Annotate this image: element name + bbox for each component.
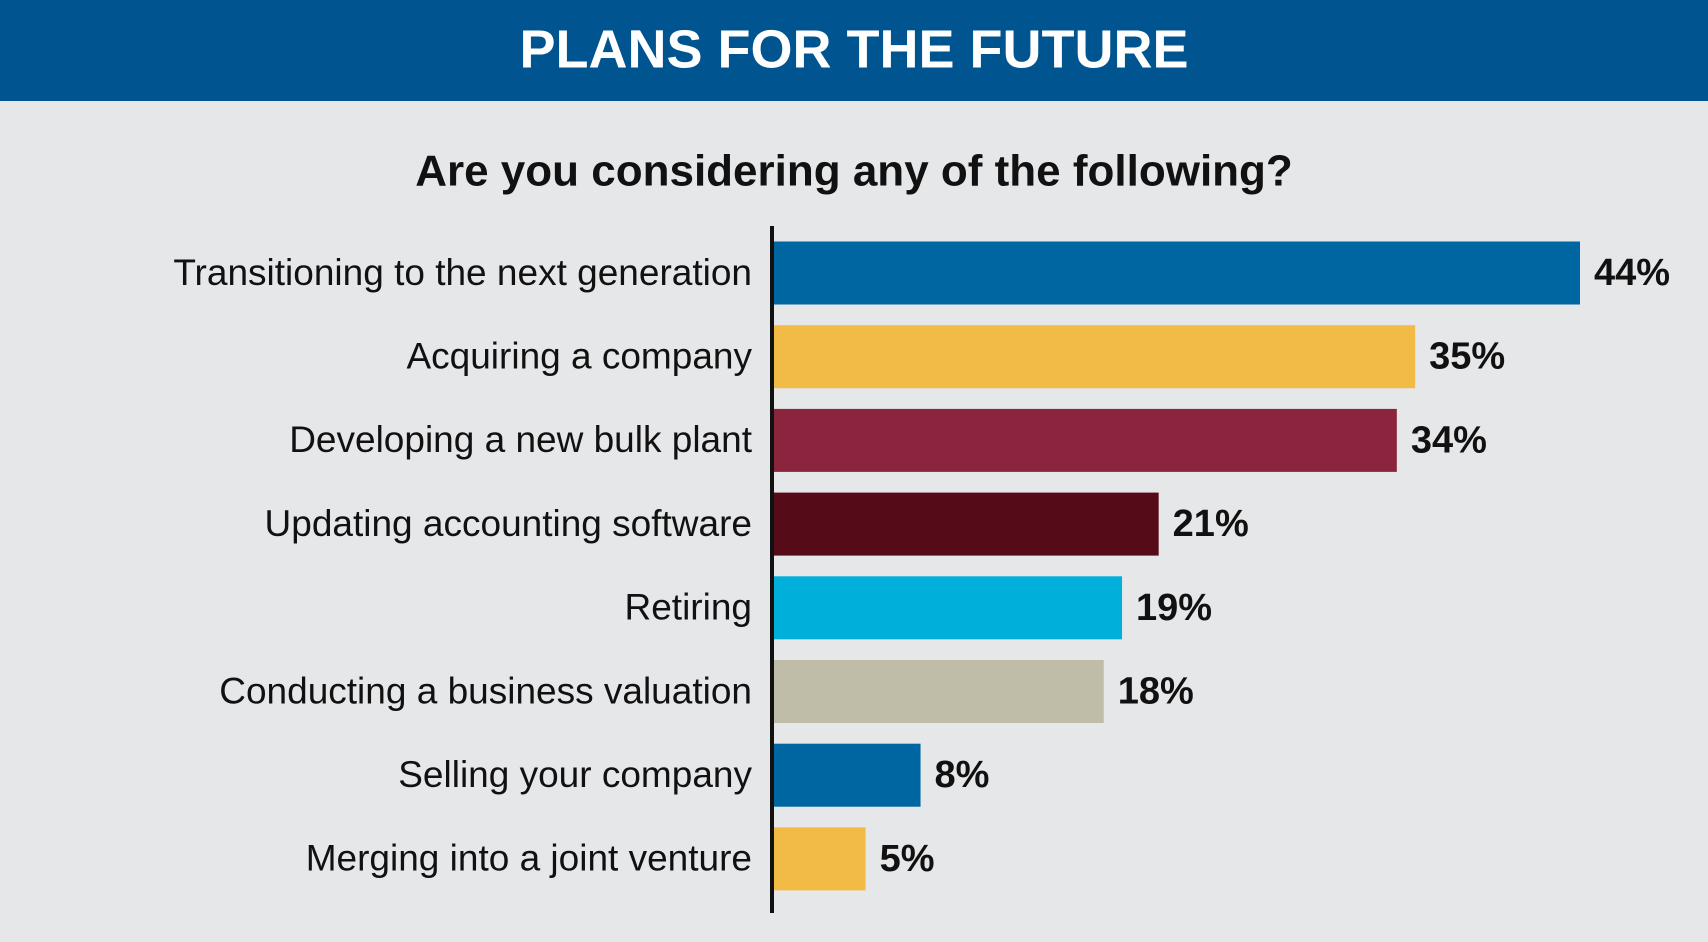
chart-subtitle: Are you considering any of the following… (415, 147, 1293, 196)
bar (774, 576, 1123, 640)
value-label: 44% (1594, 252, 1670, 294)
value-label: 34% (1411, 419, 1487, 461)
category-label: Updating accounting software (265, 503, 752, 544)
bar (774, 743, 921, 807)
category-label: Transitioning to the next generation (173, 252, 752, 293)
bar (774, 660, 1104, 723)
bar (774, 408, 1397, 472)
bar (774, 241, 1580, 305)
category-label: Conducting a business valuation (219, 670, 752, 711)
value-label: 35% (1429, 336, 1505, 378)
category-label: Developing a new bulk plant (289, 419, 753, 460)
bar (774, 325, 1416, 389)
category-label: Merging into a joint venture (306, 838, 752, 879)
value-label: 8% (935, 754, 990, 796)
category-label: Selling your company (398, 754, 752, 795)
bar (774, 827, 866, 891)
category-label: Retiring (625, 587, 753, 628)
value-label: 21% (1173, 503, 1249, 545)
value-label: 5% (880, 838, 935, 880)
bar (774, 492, 1159, 556)
header-band (0, 0, 1708, 101)
chart-title: PLANS FOR THE FUTURE (520, 19, 1189, 79)
value-label: 18% (1118, 671, 1194, 713)
value-label: 19% (1136, 587, 1212, 629)
category-label: Acquiring a company (406, 335, 752, 376)
